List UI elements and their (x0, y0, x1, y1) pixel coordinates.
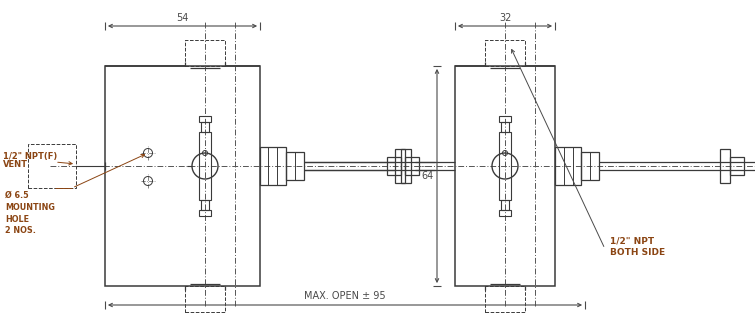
Bar (199, 132, 211, 200)
Bar (720, 149, 730, 183)
Bar (499, 116, 511, 122)
Bar (199, 210, 211, 216)
Bar (485, 286, 525, 312)
Bar (455, 66, 555, 286)
Bar (499, 210, 511, 216)
Bar (395, 149, 405, 183)
Bar (730, 157, 744, 175)
Bar (405, 157, 419, 175)
Text: BOTH SIDE: BOTH SIDE (610, 248, 665, 257)
Text: 1/2" NPT(F): 1/2" NPT(F) (3, 152, 57, 161)
Bar (501, 200, 509, 210)
Bar (185, 40, 225, 66)
Bar (201, 200, 209, 210)
Bar (501, 122, 509, 132)
Bar (401, 149, 411, 183)
Text: 64: 64 (422, 171, 434, 181)
Bar (286, 152, 304, 180)
Bar (499, 132, 511, 200)
Bar (387, 157, 401, 175)
Text: Ø 6.5
MOUNTING
HOLE
2 NOS.: Ø 6.5 MOUNTING HOLE 2 NOS. (5, 191, 55, 235)
Bar (185, 286, 225, 312)
Text: 1/2" NPT: 1/2" NPT (610, 237, 654, 246)
Bar (581, 152, 599, 180)
Bar (28, 144, 76, 188)
Bar (485, 40, 525, 66)
Text: VENT: VENT (3, 160, 28, 169)
Bar (260, 147, 286, 185)
Text: MAX. OPEN ± 95: MAX. OPEN ± 95 (304, 291, 386, 301)
Bar (105, 66, 260, 286)
Bar (199, 116, 211, 122)
Bar (201, 122, 209, 132)
Text: 32: 32 (499, 13, 511, 23)
Text: 54: 54 (177, 13, 189, 23)
Bar (555, 147, 581, 185)
